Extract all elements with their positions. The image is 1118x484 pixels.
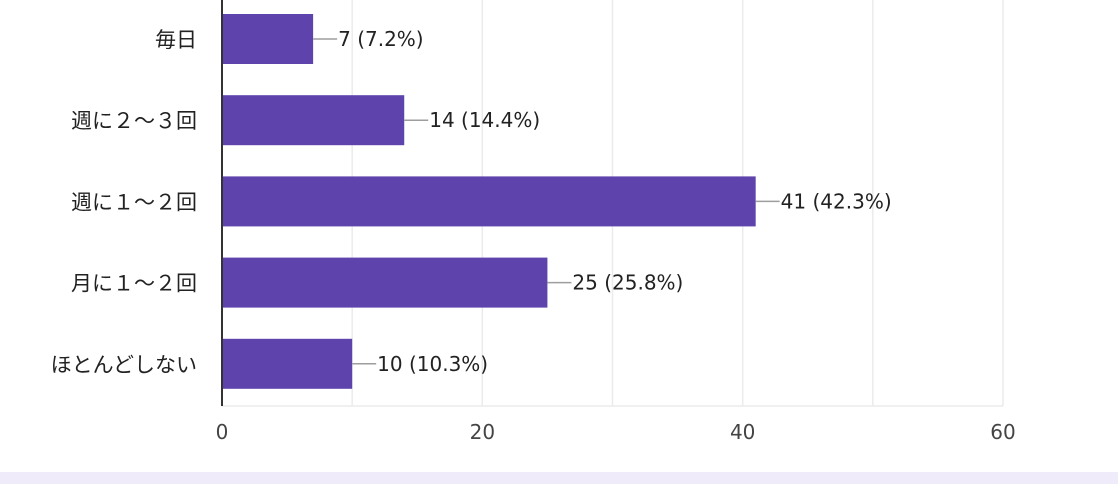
data-label-4: 25 (25.8%) xyxy=(572,271,683,295)
category-label-2: 週に２〜３回 xyxy=(71,109,197,133)
labels: 0 20 40 60 毎日 7 (7.2%) 週に２〜３回 14 (14.4%) 週に１〜２回 4… xyxy=(51,27,1016,444)
x-tick-label-0: 0 xyxy=(216,420,229,444)
axes xyxy=(221,0,1003,407)
x-tick-label-60: 60 xyxy=(990,420,1015,444)
category-label-4: 月に１〜２回 xyxy=(71,272,197,296)
bar-1 xyxy=(222,14,314,64)
card-footer-band xyxy=(0,472,1118,484)
bars xyxy=(222,14,756,389)
data-label-2: 14 (14.4%) xyxy=(429,108,540,132)
x-tick-label-20: 20 xyxy=(470,420,495,444)
bar-5 xyxy=(222,338,353,389)
x-tick-label-40: 40 xyxy=(730,420,755,444)
category-label-5: ほとんどしない xyxy=(51,353,197,377)
data-label-5: 10 (10.3%) xyxy=(377,352,488,376)
chart-canvas: 0 20 40 60 毎日 7 (7.2%) 週に２〜３回 14 (14.4%) 週に１〜２回 4… xyxy=(51,0,1016,444)
bar-3 xyxy=(222,176,756,227)
data-label-3: 41 (42.3%) xyxy=(781,189,892,213)
bar-2 xyxy=(222,95,405,146)
bar-4 xyxy=(222,257,548,308)
data-label-1: 7 (7.2%) xyxy=(338,27,424,51)
category-label-3: 週に１〜２回 xyxy=(71,190,197,214)
bar-chart: 0 20 40 60 毎日 7 (7.2%) 週に２〜３回 14 (14.4%) 週に１〜２回 4… xyxy=(50,0,1016,444)
category-label-1: 毎日 xyxy=(155,28,197,52)
